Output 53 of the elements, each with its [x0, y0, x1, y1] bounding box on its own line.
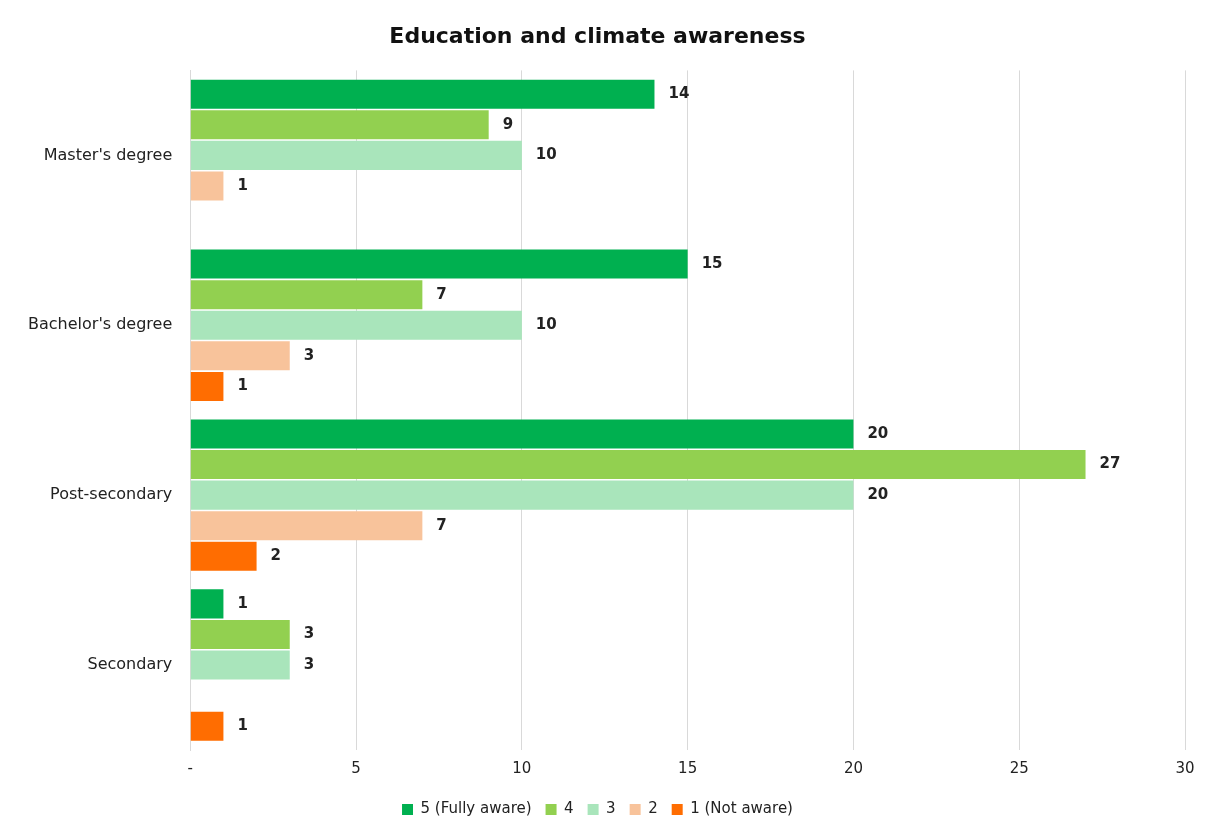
x-tick-label: 5 [351, 758, 361, 777]
y-tick-label: Post-secondary [50, 484, 173, 504]
data-label: 1 [237, 593, 248, 612]
y-tick-label: Secondary [87, 654, 173, 674]
y-tick-label: Bachelor's degree [28, 314, 173, 334]
data-label: 3 [303, 654, 315, 673]
data-label: 10 [535, 145, 557, 164]
bar [190, 419, 854, 449]
data-label: 2 [270, 546, 282, 565]
bar [190, 511, 423, 541]
x-tick-label: 20 [843, 758, 863, 777]
bar [190, 140, 522, 170]
bar [190, 249, 688, 279]
bar [190, 480, 854, 510]
legend-label: 3 [606, 799, 616, 818]
bar [190, 371, 224, 401]
bar [190, 650, 290, 680]
bar [190, 711, 224, 741]
bar [190, 450, 1086, 480]
data-label: 1 [237, 376, 248, 395]
x-tick-label: 15 [678, 758, 698, 777]
data-label: 9 [502, 114, 514, 133]
bar [190, 110, 489, 140]
x-tick-label: - [187, 758, 193, 777]
bar [190, 79, 655, 109]
y-tick-label: Master's degree [43, 144, 173, 164]
bar [190, 171, 224, 201]
legend-label: 1 (Not aware) [690, 799, 793, 818]
data-label: 1 [237, 716, 248, 735]
x-tick-label: 30 [1175, 758, 1195, 777]
data-label: 3 [303, 345, 315, 364]
bar [190, 619, 290, 649]
bar [190, 541, 257, 571]
data-label: 20 [867, 423, 889, 442]
data-label: 15 [701, 253, 723, 272]
data-label: 1 [237, 175, 248, 194]
bar [190, 310, 522, 340]
data-label: 10 [535, 315, 557, 334]
chart-title: Education and climate awareness [389, 22, 806, 48]
data-label: 14 [668, 84, 690, 103]
x-tick-label: 25 [1009, 758, 1029, 777]
legend-label: 4 [564, 799, 574, 818]
data-label: 20 [867, 485, 889, 504]
data-label: 7 [436, 284, 447, 303]
data-label: 3 [303, 624, 315, 643]
bar [190, 280, 423, 310]
legend-label: 5 (Fully aware) [420, 799, 532, 818]
legend-label: 2 [648, 799, 658, 818]
x-tick-label: 10 [512, 758, 532, 777]
bar [190, 341, 290, 371]
bar [190, 589, 224, 619]
data-label: 27 [1099, 454, 1121, 473]
data-label: 7 [436, 515, 447, 534]
